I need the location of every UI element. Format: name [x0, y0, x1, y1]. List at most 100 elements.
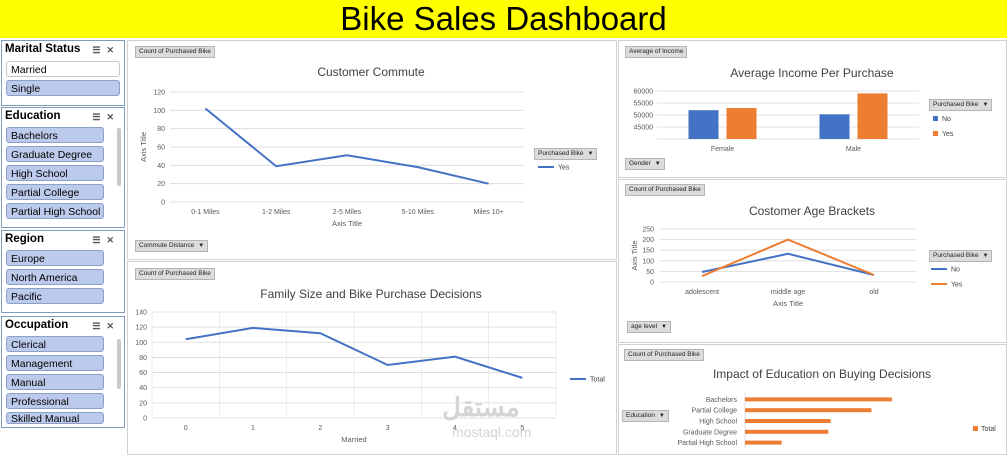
slicer-marital-status[interactable]: Marital Status ☰✕ Married Single: [1, 40, 125, 106]
slicer-title: Region: [5, 233, 44, 245]
slicer-item[interactable]: Married: [6, 61, 120, 77]
y-tick-label: Partial High School: [677, 440, 737, 447]
slicer-item[interactable]: Skilled Manual: [6, 412, 104, 425]
panel-age-brackets[interactable]: Count of Purchased Bike age level ▼ Purch…: [618, 179, 1007, 343]
field-button-axis[interactable]: Commute Distance ▼: [135, 240, 209, 252]
slicer-item[interactable]: Bachelors: [6, 127, 104, 143]
y-tick-label: 250: [642, 227, 654, 234]
chart-family-size: Family Size and Bike Purchase Decisions 0…: [135, 287, 605, 444]
x-tick-label: adolescent: [685, 289, 719, 296]
y-tick-label: Partial College: [691, 408, 737, 415]
legend-swatch: [973, 426, 978, 431]
bar-total: [745, 440, 782, 445]
filter-dropdown-icon: ▼: [587, 151, 594, 157]
y-tick-label: 0: [161, 200, 165, 207]
y-tick-label: 20: [157, 181, 165, 188]
slicer-item[interactable]: Partial High School: [6, 203, 104, 219]
slicer-occupation[interactable]: Occupation ☰✕ Clerical Management Manual …: [1, 316, 125, 428]
slicer-item[interactable]: Partial College: [6, 184, 104, 200]
field-button-legend[interactable]: Purchased Bike ▼: [929, 250, 993, 262]
field-button-value[interactable]: Count of Purchased Bike: [624, 349, 704, 361]
chart-education-impact: Impact of Education on Buying Decisions B…: [677, 367, 996, 448]
x-tick-label: 4: [453, 425, 457, 432]
multiselect-clear-filter-icon[interactable]: ☰✕: [92, 45, 120, 55]
chart-customer-commute: Customer Commute 0 20 40 60 80 100 120 0-1 Miles…: [139, 65, 570, 228]
legend-label: Yes: [558, 165, 570, 172]
field-button-value[interactable]: Count of Purchased Bike: [135, 268, 215, 280]
y-tick-label: Bachelors: [706, 397, 738, 404]
y-tick-label: 100: [135, 340, 147, 347]
slicer-region[interactable]: Region ☰✕ Europe North America Pacific: [1, 230, 125, 313]
y-tick-label: 140: [135, 310, 147, 317]
y-tick-label: 50000: [634, 113, 654, 120]
chart-title: Costomer Age Brackets: [749, 204, 875, 218]
field-button-axis[interactable]: Education ▼: [622, 410, 669, 422]
slicer-scrollbar[interactable]: [117, 128, 121, 186]
slicer-scrollbar[interactable]: [117, 339, 121, 389]
x-axis-title: Axis Title: [332, 219, 362, 228]
multiselect-clear-filter-icon[interactable]: ☰✕: [92, 321, 120, 331]
bar-no: [688, 110, 719, 139]
series-line-no: [701, 252, 875, 276]
slicer-item[interactable]: Professional: [6, 393, 104, 409]
y-tick-label: 150: [642, 248, 654, 255]
dropdown-icon: ▼: [658, 413, 665, 419]
field-button-value[interactable]: Average of Income: [625, 46, 688, 58]
slicer-title: Marital Status: [5, 43, 81, 55]
slicer-item[interactable]: High School: [6, 165, 104, 181]
dropdown-icon: ▼: [654, 161, 661, 167]
slicer-item[interactable]: Single: [6, 80, 120, 96]
panel-education-impact[interactable]: Count of Purchased Bike Education ▼ Impac…: [618, 344, 1007, 455]
x-tick-label: Male: [846, 146, 861, 153]
slicer-item[interactable]: Pacific: [6, 288, 104, 304]
slicer-item[interactable]: Europe: [6, 250, 104, 266]
x-tick-label: 3: [386, 425, 390, 432]
series-line-yes: [701, 238, 875, 277]
chart-title: Average Income Per Purchase: [730, 66, 894, 80]
y-tick-label: 100: [153, 108, 165, 115]
x-tick-label: 5-10 Miles: [402, 209, 435, 216]
chart-title: Impact of Education on Buying Decisions: [713, 367, 931, 381]
y-tick-label: 100: [642, 258, 654, 265]
y-tick-label: 60: [139, 370, 147, 377]
bar-yes: [857, 93, 888, 139]
slicer-item[interactable]: Management: [6, 355, 104, 371]
slicer-title: Occupation: [5, 319, 69, 331]
field-button-value[interactable]: Count of Purchased Bike: [135, 46, 215, 58]
field-button-axis[interactable]: age level ▼: [627, 321, 671, 333]
multiselect-clear-filter-icon[interactable]: ☰✕: [92, 112, 120, 122]
panel-average-income[interactable]: Average of Income Gender ▼ Purchased Bike…: [618, 40, 1007, 178]
slicer-item[interactable]: Manual: [6, 374, 104, 390]
dropdown-icon: ▼: [198, 243, 205, 249]
y-tick-label: 120: [135, 325, 147, 332]
x-tick-label: 1: [251, 425, 255, 432]
slicer-item[interactable]: Clerical: [6, 336, 104, 352]
slicer-education[interactable]: Education ☰✕ Bachelors Graduate Degree Hi…: [1, 107, 125, 228]
y-axis-title: Axis Title: [630, 240, 639, 270]
y-tick-label: 120: [153, 90, 165, 97]
x-axis-title: Axis Title: [773, 299, 803, 308]
y-tick-label: 80: [157, 126, 165, 133]
x-tick-label: 2: [318, 425, 322, 432]
legend-swatch: [933, 116, 938, 121]
legend-label: No: [942, 116, 951, 123]
y-tick-label: 45000: [634, 125, 654, 132]
legend-label: Total: [981, 426, 996, 433]
y-tick-label: Graduate Degree: [683, 429, 737, 436]
field-button-legend[interactable]: Purchased Bike ▼: [929, 99, 993, 111]
y-tick-label: 0: [143, 416, 147, 423]
multiselect-clear-filter-icon[interactable]: ☰✕: [92, 235, 120, 245]
panel-family-size[interactable]: Count of Purchased Bike Family Size and …: [127, 261, 617, 455]
panel-customer-commute[interactable]: Count of Purchased Bike Commute Distance…: [127, 40, 617, 260]
x-tick-label: 0-1 Miles: [191, 209, 220, 216]
slicer-item[interactable]: Graduate Degree: [6, 146, 104, 162]
field-button-legend[interactable]: Purchased Bike ▼: [534, 148, 598, 160]
legend-label: Yes: [942, 131, 954, 138]
slicer-title: Education: [5, 110, 61, 122]
slicer-item[interactable]: North America: [6, 269, 104, 285]
field-button-axis[interactable]: Gender ▼: [625, 158, 665, 170]
x-axis-title: Married: [341, 435, 366, 444]
field-button-value[interactable]: Count of Purchased Bike: [625, 184, 705, 196]
chart-age-brackets: Costomer Age Brackets 0 50 100 150 200 250 adol…: [630, 204, 963, 308]
series-line-total: [185, 326, 523, 379]
